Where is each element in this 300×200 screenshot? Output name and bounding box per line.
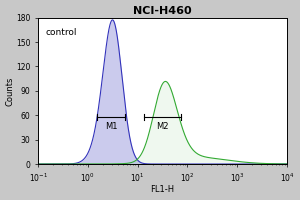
Text: M1: M1 bbox=[105, 122, 117, 131]
Y-axis label: Counts: Counts bbox=[6, 76, 15, 106]
Text: M2: M2 bbox=[156, 122, 169, 131]
Title: NCI-H460: NCI-H460 bbox=[133, 6, 192, 16]
X-axis label: FL1-H: FL1-H bbox=[151, 185, 175, 194]
Text: control: control bbox=[46, 28, 77, 37]
